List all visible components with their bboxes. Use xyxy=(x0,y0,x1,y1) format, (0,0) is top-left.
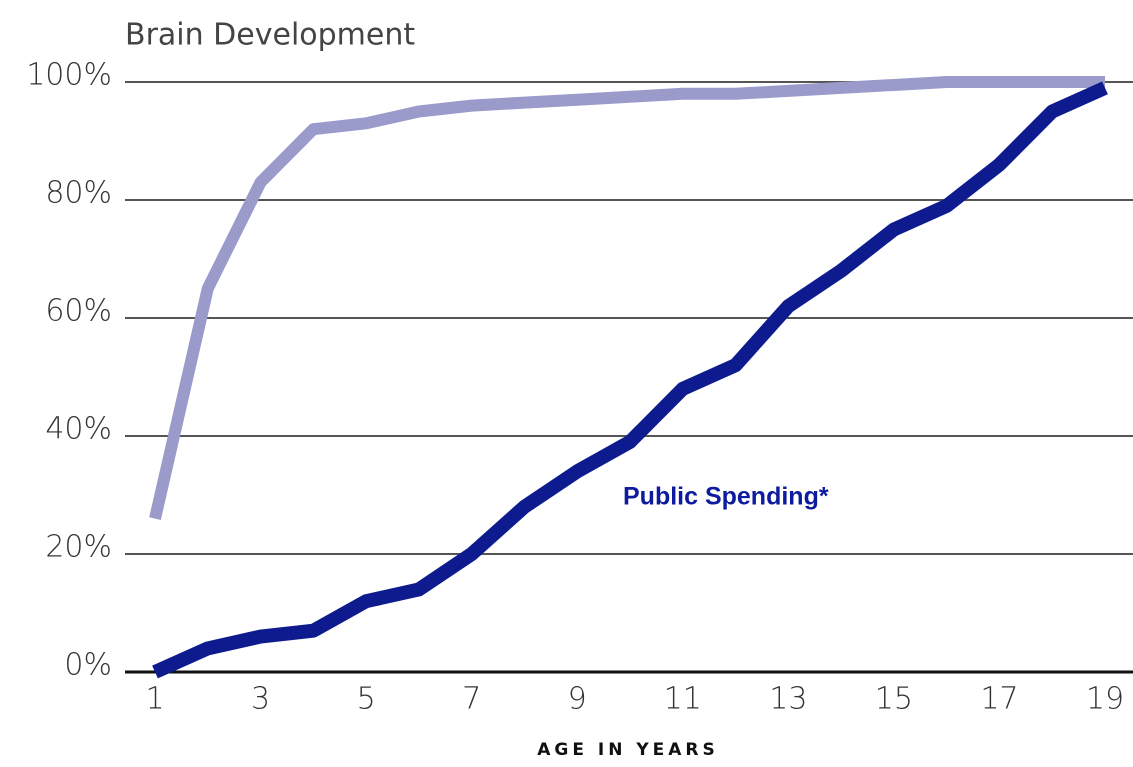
x-tick-label: 9 xyxy=(568,682,587,717)
x-tick-label: 15 xyxy=(875,682,913,717)
y-tick-label: 80% xyxy=(45,176,112,211)
y-tick-label: 0% xyxy=(64,648,112,683)
x-tick-label: 11 xyxy=(664,682,702,717)
x-tick-label: 17 xyxy=(980,682,1018,717)
line xyxy=(152,81,1108,679)
x-tick-label: 1 xyxy=(145,682,164,717)
line xyxy=(149,76,1105,520)
x-tick-label: 19 xyxy=(1086,682,1124,717)
x-tick-label: 3 xyxy=(251,682,270,717)
x-tick-label: 7 xyxy=(462,682,481,717)
y-tick-label: 60% xyxy=(45,294,112,329)
x-tick-label: 5 xyxy=(357,682,376,717)
series-label: Brain Development xyxy=(125,18,415,53)
y-tick-label: 100% xyxy=(26,58,112,93)
x-tick-label: 13 xyxy=(769,682,807,717)
series-label: Public Spending* xyxy=(623,483,829,511)
x-axis-label: AGE IN YEARS xyxy=(537,740,719,760)
y-tick-label: 40% xyxy=(45,412,112,447)
y-tick-label: 20% xyxy=(45,530,112,565)
